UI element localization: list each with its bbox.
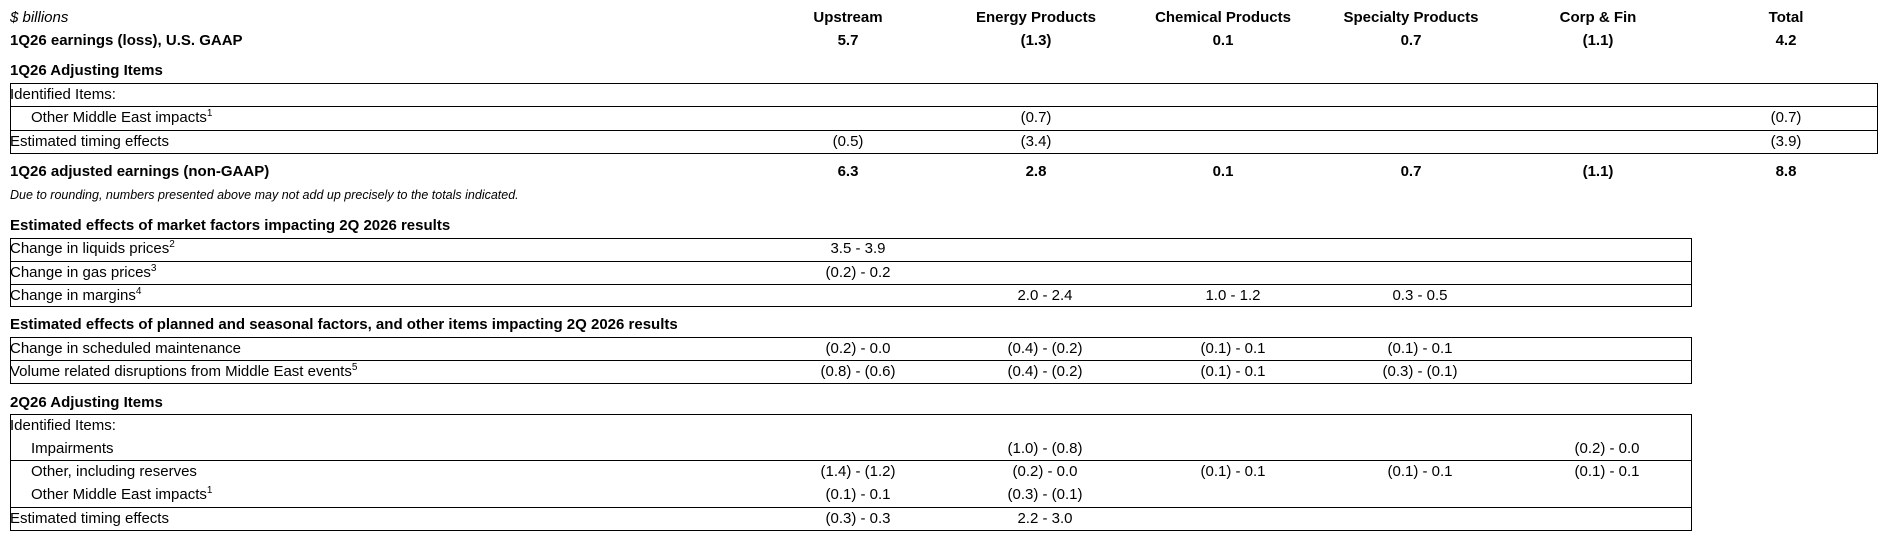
value-energy-products: (0.7) xyxy=(1020,109,1052,126)
value-total: (0.7) xyxy=(1770,109,1802,126)
market-factors-table-border xyxy=(10,238,1692,307)
row-label: Other, including reserves xyxy=(31,463,197,480)
value-energy-products: 2.2 - 3.0 xyxy=(1017,510,1073,527)
row-label: Volume related disruptions from Middle E… xyxy=(10,362,358,381)
col-header-chemical-products: Chemical Products xyxy=(1155,9,1291,26)
value-upstream: 6.3 xyxy=(837,163,859,180)
value-upstream: (1.4) - (1.2) xyxy=(820,463,896,480)
row-divider xyxy=(10,360,1692,361)
row-divider xyxy=(10,284,1692,285)
value-upstream: (0.3) - 0.3 xyxy=(825,510,891,527)
value-chemical-products: 0.1 xyxy=(1212,32,1234,49)
row-label: Change in gas prices3 xyxy=(10,263,157,282)
row-divider xyxy=(10,460,1692,461)
row-label: 1Q26 earnings (loss), U.S. GAAP xyxy=(10,32,243,49)
value-total: 8.8 xyxy=(1775,163,1797,180)
value-chemical-products: 0.1 xyxy=(1212,163,1234,180)
value-energy-products: (1.3) xyxy=(1020,32,1052,49)
value-energy-products: 2.0 - 2.4 xyxy=(1017,287,1073,304)
value-energy-products: (0.4) - (0.2) xyxy=(1007,340,1083,357)
value-energy-products: (3.4) xyxy=(1020,133,1052,150)
row-label: Impairments xyxy=(31,440,114,457)
value-chemical-products: (0.1) - 0.1 xyxy=(1200,363,1266,380)
value-corp-fin: (0.2) - 0.0 xyxy=(1574,440,1640,457)
col-header-upstream: Upstream xyxy=(813,9,883,26)
row-label: Estimated timing effects xyxy=(10,133,169,150)
row-divider xyxy=(10,507,1692,508)
col-header-specialty-products: Specialty Products xyxy=(1343,9,1479,26)
row-label: Estimated timing effects xyxy=(10,510,169,527)
value-total: 4.2 xyxy=(1775,32,1797,49)
value-energy-products: (1.0) - (0.8) xyxy=(1007,440,1083,457)
q1-adjusting-table-border xyxy=(10,83,1878,154)
units-label: $ billions xyxy=(10,9,69,26)
value-corp-fin: (1.1) xyxy=(1582,32,1614,49)
value-upstream: (0.2) - 0.2 xyxy=(825,264,891,281)
value-upstream: 3.5 - 3.9 xyxy=(830,240,886,257)
value-energy-products: (0.3) - (0.1) xyxy=(1007,486,1083,503)
value-specialty-products: (0.1) - 0.1 xyxy=(1387,463,1453,480)
value-upstream: (0.8) - (0.6) xyxy=(820,363,896,380)
value-chemical-products: (0.1) - 0.1 xyxy=(1200,463,1266,480)
rounding-note: Due to rounding, numbers presented above… xyxy=(10,188,519,202)
value-specialty-products: 0.7 xyxy=(1400,32,1422,49)
value-specialty-products: 0.3 - 0.5 xyxy=(1392,287,1448,304)
row-label: Change in margins4 xyxy=(10,286,142,305)
row-divider xyxy=(10,130,1878,131)
value-upstream: (0.2) - 0.0 xyxy=(825,340,891,357)
value-energy-products: 2.8 xyxy=(1025,163,1047,180)
value-specialty-products: 0.7 xyxy=(1400,163,1422,180)
col-header-energy-products: Energy Products xyxy=(975,9,1097,26)
value-total: (3.9) xyxy=(1770,133,1802,150)
value-corp-fin: (1.1) xyxy=(1582,163,1614,180)
value-upstream: 5.7 xyxy=(837,32,859,49)
value-upstream: (0.5) xyxy=(832,133,864,150)
q2-adjusting-table-border xyxy=(10,414,1692,531)
col-header-corp-fin: Corp & Fin xyxy=(1559,9,1637,26)
value-upstream: (0.1) - 0.1 xyxy=(825,486,891,503)
row-label: Change in liquids prices2 xyxy=(10,239,175,258)
value-chemical-products: (0.1) - 0.1 xyxy=(1200,340,1266,357)
row-label: 1Q26 adjusted earnings (non-GAAP) xyxy=(10,163,270,180)
value-chemical-products: 1.0 - 1.2 xyxy=(1205,287,1261,304)
row-label: Change in scheduled maintenance xyxy=(10,340,241,357)
value-specialty-products: (0.1) - 0.1 xyxy=(1387,340,1453,357)
row-label: Other Middle East impacts1 xyxy=(31,485,213,504)
row-divider xyxy=(10,106,1878,107)
row-label: Other Middle East impacts1 xyxy=(31,108,213,127)
value-corp-fin: (0.1) - 0.1 xyxy=(1574,463,1640,480)
col-header-total: Total xyxy=(1768,9,1804,26)
value-specialty-products: (0.3) - (0.1) xyxy=(1382,363,1458,380)
value-energy-products: (0.2) - 0.0 xyxy=(1012,463,1078,480)
value-energy-products: (0.4) - (0.2) xyxy=(1007,363,1083,380)
row-divider xyxy=(10,261,1692,262)
